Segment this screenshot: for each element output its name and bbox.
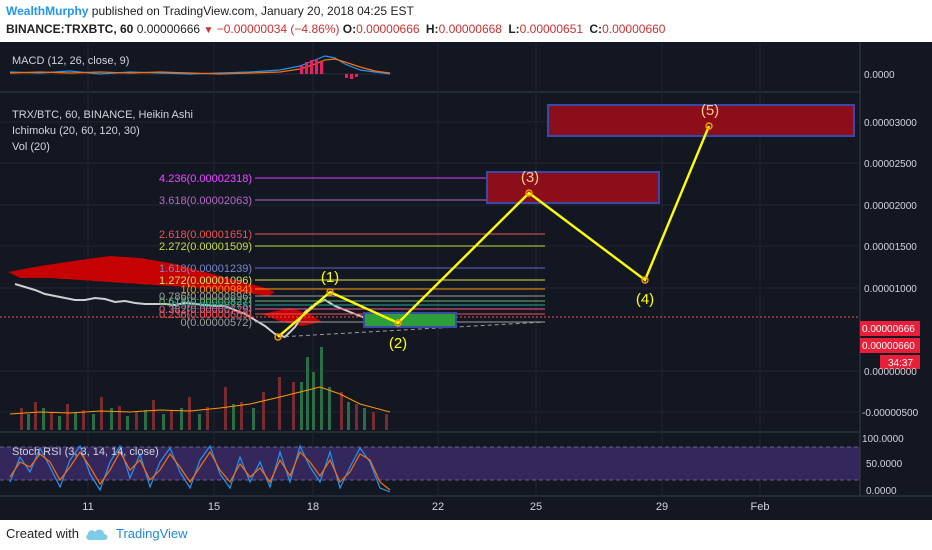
time-tick-15: 15 (208, 501, 220, 513)
chart-header: WealthMurphy published on TradingView.co… (0, 0, 932, 42)
countdown-text: 34:37 (888, 358, 913, 369)
chart-canvas[interactable]: 4.236(0.00002318) 4.236(0.00002318) 3.61… (0, 42, 932, 520)
fibonacci-labels: 4.236(0.00002318) 4.236(0.00002318) 3.61… (159, 173, 252, 329)
fib-label-1618: 1.618(0.00001239) (159, 263, 252, 275)
price-tick-1500: 0.00001500 (864, 242, 917, 253)
wave-labels: (1) (2) (3) (4) (5) (321, 102, 719, 352)
elliott-wave-path[interactable] (277, 125, 711, 338)
fib-label-4236: 4.236(0.00002318) (159, 173, 252, 185)
fib-label-4236-shadow: 4.236(0.00002318) (159, 173, 252, 185)
wave3-target-box[interactable] (486, 171, 660, 204)
stoch-tick-0: 0.0000 (866, 486, 897, 497)
indicator-legends: MACD (12, 26, close, 9) TRX/BTC, 60, BIN… (12, 55, 193, 458)
main-title-legend: TRX/BTC, 60, BINANCE, Heikin Ashi (12, 109, 193, 121)
wave5-target-box[interactable] (547, 104, 855, 137)
time-axis-labels: 11 15 18 22 25 29 Feb (82, 501, 769, 513)
chart-area[interactable]: 4.236(0.00002318) 4.236(0.00002318) 3.61… (0, 42, 932, 520)
ohlc-low-label: L: (508, 22, 520, 36)
macd-axis-tick: 0.0000 (864, 70, 895, 81)
down-arrow-icon: ▼ (203, 25, 214, 36)
fib-label-0: 0(0.00000572) (180, 317, 252, 329)
symbol-line: BINANCE:TRXBTC, 60 0.00000666 ▼ −0.00000… (6, 22, 668, 36)
macd-pane[interactable] (9, 55, 391, 79)
fib-label-1272: 1.272(0.00001096) (159, 275, 252, 287)
price-change: −0.00000034 (−4.86%) (216, 22, 340, 36)
close-price-tag (860, 338, 920, 353)
wave-label-4: (4) (636, 291, 654, 308)
wave-label-2: (2) (389, 335, 407, 352)
time-tick-25: 25 (530, 501, 542, 513)
publish-line: WealthMurphy published on TradingView.co… (6, 4, 414, 18)
tradingview-brand-link[interactable]: TradingView (116, 526, 188, 541)
ichimoku-legend: Ichimoku (20, 60, 120, 30) (12, 125, 140, 137)
time-tick-feb: Feb (751, 501, 770, 513)
macd-legend: MACD (12, 26, close, 9) (12, 55, 129, 67)
volume-legend: Vol (20) (12, 141, 50, 153)
footer: Created with TradingView (0, 520, 932, 550)
stoch-tick-50: 50.0000 (866, 459, 903, 470)
fib-label-05: 0.5(0.00000778) (171, 300, 252, 312)
time-tick-11: 11 (82, 501, 93, 513)
wave-label-5: (5) (701, 102, 719, 119)
fib-label-0382: 0.382(0.00000729) (159, 304, 252, 316)
ohlc-low-value: 0.00000651 (519, 22, 584, 36)
stoch-rsi-pane[interactable] (0, 444, 860, 493)
wave2-support-box[interactable] (363, 312, 457, 328)
author-link[interactable]: WealthMurphy (6, 4, 89, 18)
ohlc-open-label: O: (342, 22, 357, 36)
fib-label-2272: 2.272(0.00001509) (159, 241, 252, 253)
price-tick-1000: 0.00001000 (864, 284, 917, 295)
countdown-tag (880, 355, 920, 369)
time-tick-22: 22 (432, 501, 444, 513)
wave-label-3: (3) (521, 169, 539, 186)
ohlc-close-value: 0.00000660 (602, 22, 666, 36)
price-tick-3000: 0.00003000 (864, 118, 917, 129)
stoch-rsi-legend: Stoch RSI (3, 3, 14, 14, close) (12, 446, 159, 458)
time-tick-29: 29 (656, 501, 668, 513)
ohlc-high-value: 0.00000668 (438, 22, 502, 36)
close-price-tag-text: 0.00000660 (862, 341, 915, 352)
ohlc-high-label: H: (425, 22, 439, 36)
fib-label-0236: 0.236(0.00000669) (159, 309, 252, 321)
published-text: published on TradingView.com, January 20… (88, 4, 414, 18)
price-tick-0: 0.00000000 (864, 367, 917, 378)
symbol-label[interactable]: BINANCE:TRXBTC, 60 (6, 22, 134, 36)
fib-label-2618: 2.618(0.00001651) (159, 229, 252, 241)
last-price-tag-text: 0.00000666 (862, 324, 915, 335)
fib-label-0786: 0.786(0.00000896) (159, 291, 252, 303)
price-tick-2000: 0.00002000 (864, 201, 917, 212)
price-tick-2500: 0.00002500 (864, 159, 917, 170)
last-price: 0.00000666 (136, 22, 201, 36)
fib-label-0618: 0.618(0.00000827) (159, 296, 252, 308)
stoch-tick-100: 100.0000 (862, 434, 904, 445)
price-tick-neg500: -0.00000500 (862, 408, 919, 419)
ohlc-open-value: 0.00000666 (356, 22, 420, 36)
volume-bars[interactable] (9, 347, 391, 430)
fib-label-3618: 3.618(0.00002063) (159, 195, 252, 207)
fib-label-1: 1(0.00000984) (180, 284, 252, 296)
ichimoku-cloud[interactable] (8, 256, 275, 296)
horizontal-grid (0, 121, 860, 413)
ohlc-close-label: C: (589, 22, 603, 36)
created-with-text: Created with (6, 526, 79, 541)
time-tick-18: 18 (307, 501, 319, 513)
price-axis-labels: 0.0000 0.00003000 0.00002500 0.00002000 … (862, 70, 919, 497)
price-tags (860, 321, 920, 369)
wave-label-1: (1) (321, 269, 339, 286)
tradingview-cloud-icon[interactable] (84, 526, 110, 542)
wave-pivot-markers[interactable] (274, 122, 713, 341)
last-price-tag (860, 321, 920, 336)
